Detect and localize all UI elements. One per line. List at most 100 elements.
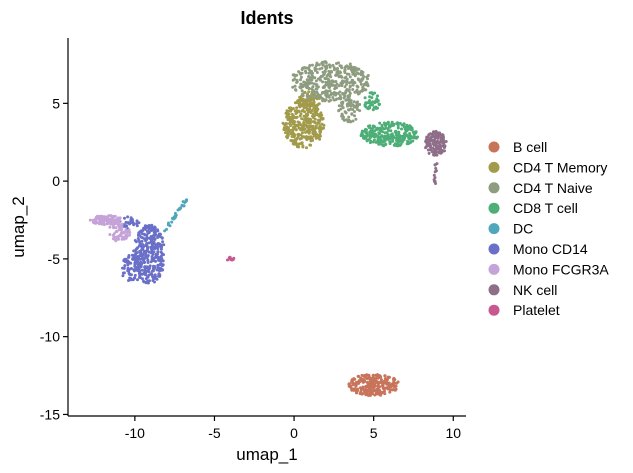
x-axis-ticks: -10 -5 0 5 10 — [125, 416, 461, 441]
data-point — [303, 101, 307, 105]
data-point — [400, 127, 403, 131]
data-point — [348, 84, 352, 88]
data-point — [305, 114, 309, 118]
data-point — [137, 239, 141, 242]
data-point — [146, 281, 150, 285]
data-point — [294, 138, 298, 141]
data-point — [356, 103, 360, 107]
data-point — [373, 393, 377, 397]
data-point — [430, 150, 434, 154]
series-cd8-t-cell — [359, 91, 419, 148]
data-point — [111, 237, 115, 241]
data-point — [297, 110, 301, 114]
data-point — [373, 389, 377, 393]
data-point — [302, 83, 306, 87]
data-point — [173, 214, 177, 218]
data-point — [149, 240, 153, 244]
legend-item: Platelet — [488, 302, 560, 318]
data-point — [157, 258, 161, 262]
data-point — [292, 134, 296, 138]
data-point — [380, 134, 383, 138]
data-point — [123, 236, 127, 240]
data-point — [158, 273, 162, 277]
data-point — [368, 99, 372, 102]
data-point — [308, 64, 312, 67]
data-point — [357, 78, 361, 82]
data-point — [161, 240, 165, 244]
data-point — [431, 133, 435, 137]
data-point — [337, 84, 341, 88]
data-point — [183, 201, 187, 204]
data-point — [377, 131, 381, 135]
data-point — [427, 151, 431, 155]
data-point — [160, 259, 163, 263]
data-point — [435, 162, 439, 166]
data-point — [152, 230, 156, 234]
data-point — [425, 143, 429, 147]
data-point — [301, 144, 305, 148]
data-point — [313, 109, 317, 113]
data-points — [88, 60, 448, 397]
data-point — [325, 95, 329, 99]
data-point — [306, 66, 309, 70]
data-point — [335, 67, 339, 71]
data-point — [355, 84, 359, 88]
data-point — [346, 104, 349, 108]
data-point — [127, 279, 130, 282]
data-point — [361, 386, 365, 390]
data-point — [386, 122, 390, 126]
data-point — [351, 119, 355, 123]
data-point — [347, 382, 351, 386]
x-tick-label: -10 — [125, 425, 145, 441]
data-point — [308, 95, 312, 99]
data-point — [324, 80, 328, 84]
data-point — [362, 378, 366, 382]
data-point — [158, 235, 162, 239]
legend-item: CD8 T cell — [488, 200, 578, 216]
data-point — [359, 390, 363, 393]
data-point — [124, 220, 128, 224]
data-point — [141, 272, 144, 276]
data-point — [328, 74, 332, 77]
data-point — [300, 89, 304, 93]
data-point — [312, 100, 316, 104]
data-point — [305, 146, 308, 150]
data-point — [291, 107, 295, 110]
data-point — [318, 133, 322, 137]
data-point — [172, 217, 175, 221]
data-point — [439, 147, 442, 150]
data-point — [328, 64, 332, 68]
data-point — [380, 378, 383, 382]
data-point — [303, 127, 307, 131]
data-point — [440, 148, 444, 152]
data-point — [304, 69, 307, 73]
data-point — [321, 99, 325, 103]
legend-swatch — [488, 202, 500, 214]
data-point — [154, 233, 158, 237]
data-point — [357, 91, 361, 95]
data-point — [344, 89, 348, 93]
data-point — [332, 68, 336, 72]
series-platelet — [226, 255, 236, 262]
data-point — [308, 107, 311, 111]
legend-swatch — [488, 182, 500, 194]
data-point — [308, 117, 312, 121]
data-point — [156, 255, 159, 259]
data-point — [334, 93, 338, 97]
data-point — [375, 127, 379, 131]
legend-swatch — [488, 304, 500, 316]
y-tick-label: -10 — [40, 329, 60, 345]
data-point — [437, 150, 441, 154]
data-point — [126, 215, 130, 219]
data-point — [317, 121, 320, 125]
data-point — [357, 67, 361, 71]
data-point — [313, 121, 317, 124]
data-point — [348, 103, 352, 107]
data-point — [346, 120, 350, 124]
data-point — [437, 141, 441, 145]
data-point — [125, 233, 129, 237]
data-point — [354, 388, 358, 392]
data-point — [305, 78, 309, 82]
data-point — [395, 122, 399, 125]
data-point — [114, 219, 117, 223]
